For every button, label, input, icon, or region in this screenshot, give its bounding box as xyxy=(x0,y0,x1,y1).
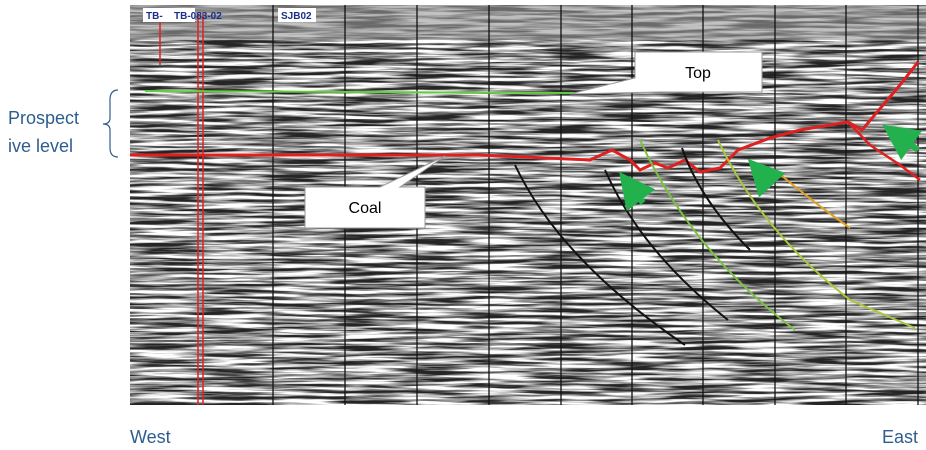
direction-label: East xyxy=(882,427,918,447)
bracket xyxy=(103,90,118,157)
prospect-label: ive level xyxy=(8,136,73,156)
prospect-label: Prospect xyxy=(8,108,79,128)
direction-label: West xyxy=(130,427,171,447)
callout-text: Top xyxy=(685,65,711,82)
callout-text: Coal xyxy=(349,200,382,217)
seismic-section: TB- TB-083-02 SJB02 xyxy=(130,5,926,405)
figure: TB- TB-083-02 SJB02 Top Coal Prospect iv… xyxy=(0,0,926,450)
well-label: SJB02 xyxy=(281,11,312,22)
well-label: TB-083-02 xyxy=(174,11,222,22)
well-label: TB- xyxy=(146,11,163,22)
